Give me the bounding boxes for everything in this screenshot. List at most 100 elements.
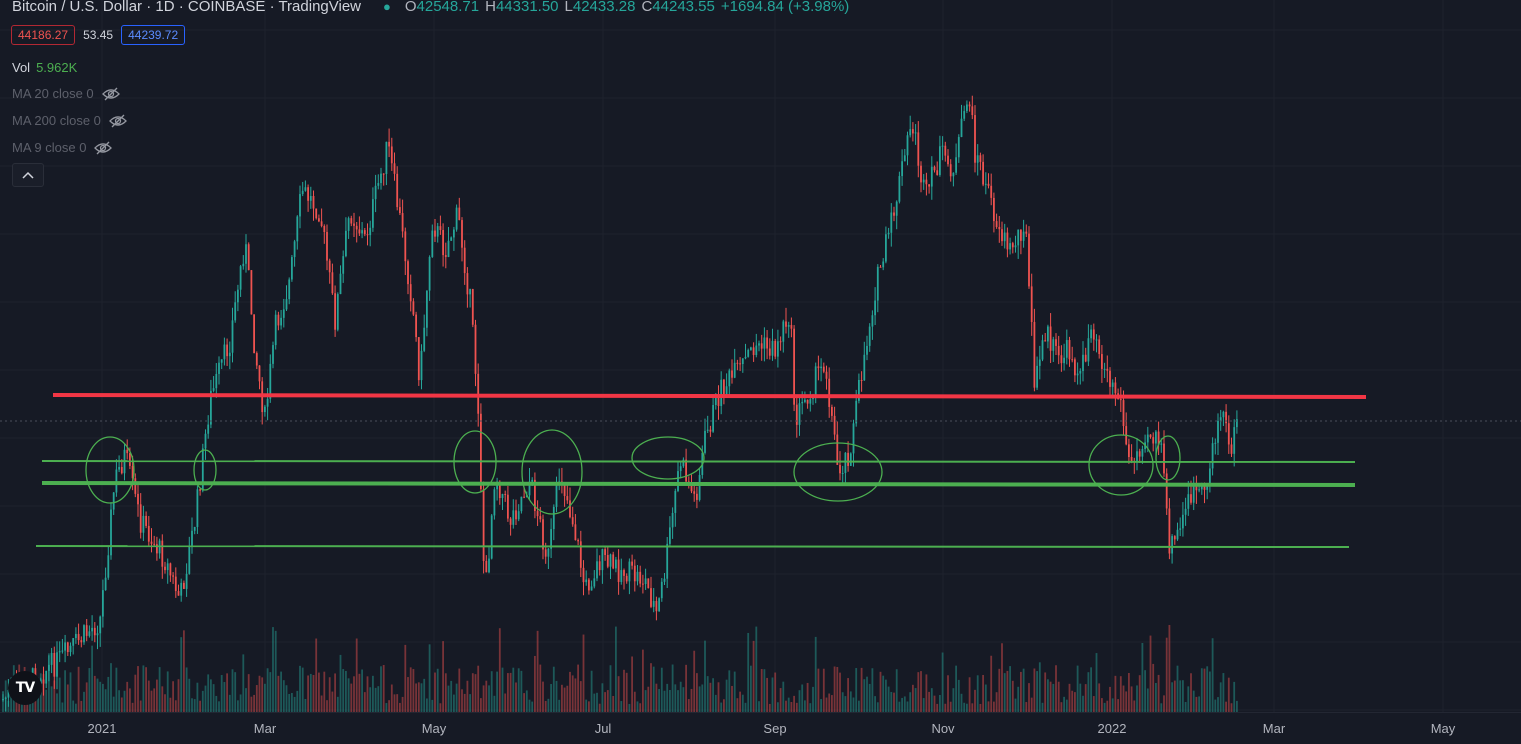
candle-body [42,679,45,684]
volume-bar [636,701,639,712]
volume-bar [1087,672,1090,712]
volume-legend[interactable]: Vol 5.962K [12,60,77,75]
volume-bar [890,691,893,712]
candle-body [453,229,455,238]
candle-body [825,371,828,379]
candle-body [1068,340,1071,360]
volume-bar [677,690,679,712]
volume-bar [258,675,261,712]
volume-bar [1033,668,1036,712]
support-test-circle [631,436,705,480]
eye-hidden-icon[interactable] [94,141,113,155]
volume-bar [596,692,598,712]
candle-body [80,640,83,643]
volume-bar [477,665,480,712]
time-tick: 2021 [87,721,117,736]
volume-bar [1133,700,1136,712]
volume-bar [817,668,820,712]
time-axis[interactable]: 2021 Mar May Jul Sep Nov 2022 Mar May [0,712,1521,744]
volume-bar [444,673,447,712]
volume-bar [901,697,903,712]
collapse-legend-button[interactable] [12,163,44,187]
volume-bar [1049,681,1052,712]
volume-bar [642,649,644,712]
sell-price-button[interactable]: 44186.27 [11,25,76,45]
candle-body [768,348,771,356]
candle-body [328,260,331,273]
candle-body [1022,231,1025,241]
volume-bar [831,695,833,712]
candle-body [247,244,250,271]
volume-bar [1233,681,1236,712]
candle-body [1065,340,1068,358]
volume-bar [588,701,590,712]
volume-bar [855,668,858,712]
volume-bar [725,679,728,712]
volume-bar [442,641,444,712]
volume-bar [1136,685,1138,712]
volume-bar [53,680,56,712]
candle-body [606,554,609,567]
candle-body [185,573,188,589]
volume-bar [836,666,839,712]
volume-bar [949,701,952,712]
volume-bar [331,691,334,712]
candle-body [369,227,372,236]
volume-bar [83,691,85,712]
candle-body [388,141,390,147]
candle-body [509,518,512,525]
volume-bar [558,699,561,712]
candle-body [544,549,547,557]
candle-body [1219,417,1222,421]
candle-body [326,232,328,261]
volume-bar [239,694,242,712]
volume-bar [439,703,442,712]
indicator-label: MA 20 close 0 [12,86,94,101]
tradingview-logo[interactable]: TV [8,671,42,705]
candle-body [952,172,955,177]
volume-bar [1225,701,1227,712]
candle-body [1128,444,1130,458]
volume-bar [833,666,836,712]
candle-body [552,506,555,530]
candle-body [447,240,450,257]
candle-body [4,697,7,700]
indicator-ma9[interactable]: MA 9 close 0 [12,140,113,155]
candle-body [210,390,212,425]
volume-bar [928,691,930,712]
volume-bar [963,702,966,712]
symbol-title[interactable]: Bitcoin / U.S. Dollar · 1D · COINBASE · … [12,0,361,15]
volume-bar [652,666,655,712]
volume-bar [1217,697,1219,712]
candle-body [404,231,407,262]
volume-bar [814,636,817,712]
volume-bar [839,672,841,712]
eye-hidden-icon[interactable] [101,87,120,101]
candle-body [828,378,831,407]
volume-bar [882,675,885,712]
candle-body [517,511,520,520]
volume-bar [453,694,455,712]
candle-body [304,187,307,191]
indicator-ma200[interactable]: MA 200 close 0 [12,113,127,128]
candle-body [547,548,550,557]
eye-hidden-icon[interactable] [108,114,127,128]
candle-body [498,481,501,499]
volume-bar [1125,691,1128,712]
candle-body [255,353,258,366]
indicator-ma20[interactable]: MA 20 close 0 [12,86,120,101]
candle-body [804,399,806,402]
volume-bar [501,667,504,712]
candle-body [901,161,903,177]
buy-price-button[interactable]: 44239.72 [121,25,186,45]
volume-bar [515,682,517,712]
resistance-line [52,393,1367,399]
volume-bar [720,702,723,712]
volume-bar [1219,682,1222,712]
candle-body [631,561,633,566]
volume-bar [1017,686,1020,712]
candle-body [112,492,115,510]
volume-bar [876,702,879,712]
candle-body [1092,329,1095,340]
